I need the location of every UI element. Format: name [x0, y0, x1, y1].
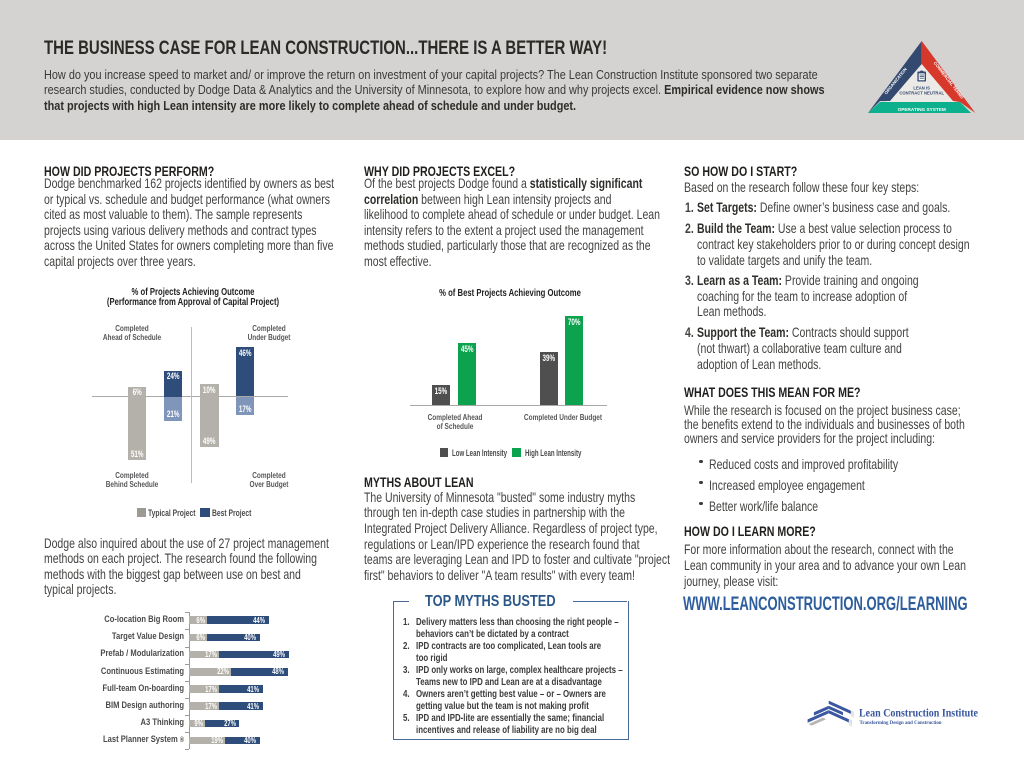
svg-text:Lean Construction Institute: Lean Construction Institute [859, 706, 979, 720]
svg-text:Transforming Design and Constr: Transforming Design and Construction [860, 720, 942, 726]
svg-text:OPERATING SYSTEM: OPERATING SYSTEM [898, 107, 946, 112]
svg-text:CONTRACT NEUTRAL: CONTRACT NEUTRAL [899, 91, 944, 96]
svg-text:LEAN IS: LEAN IS [913, 86, 930, 91]
